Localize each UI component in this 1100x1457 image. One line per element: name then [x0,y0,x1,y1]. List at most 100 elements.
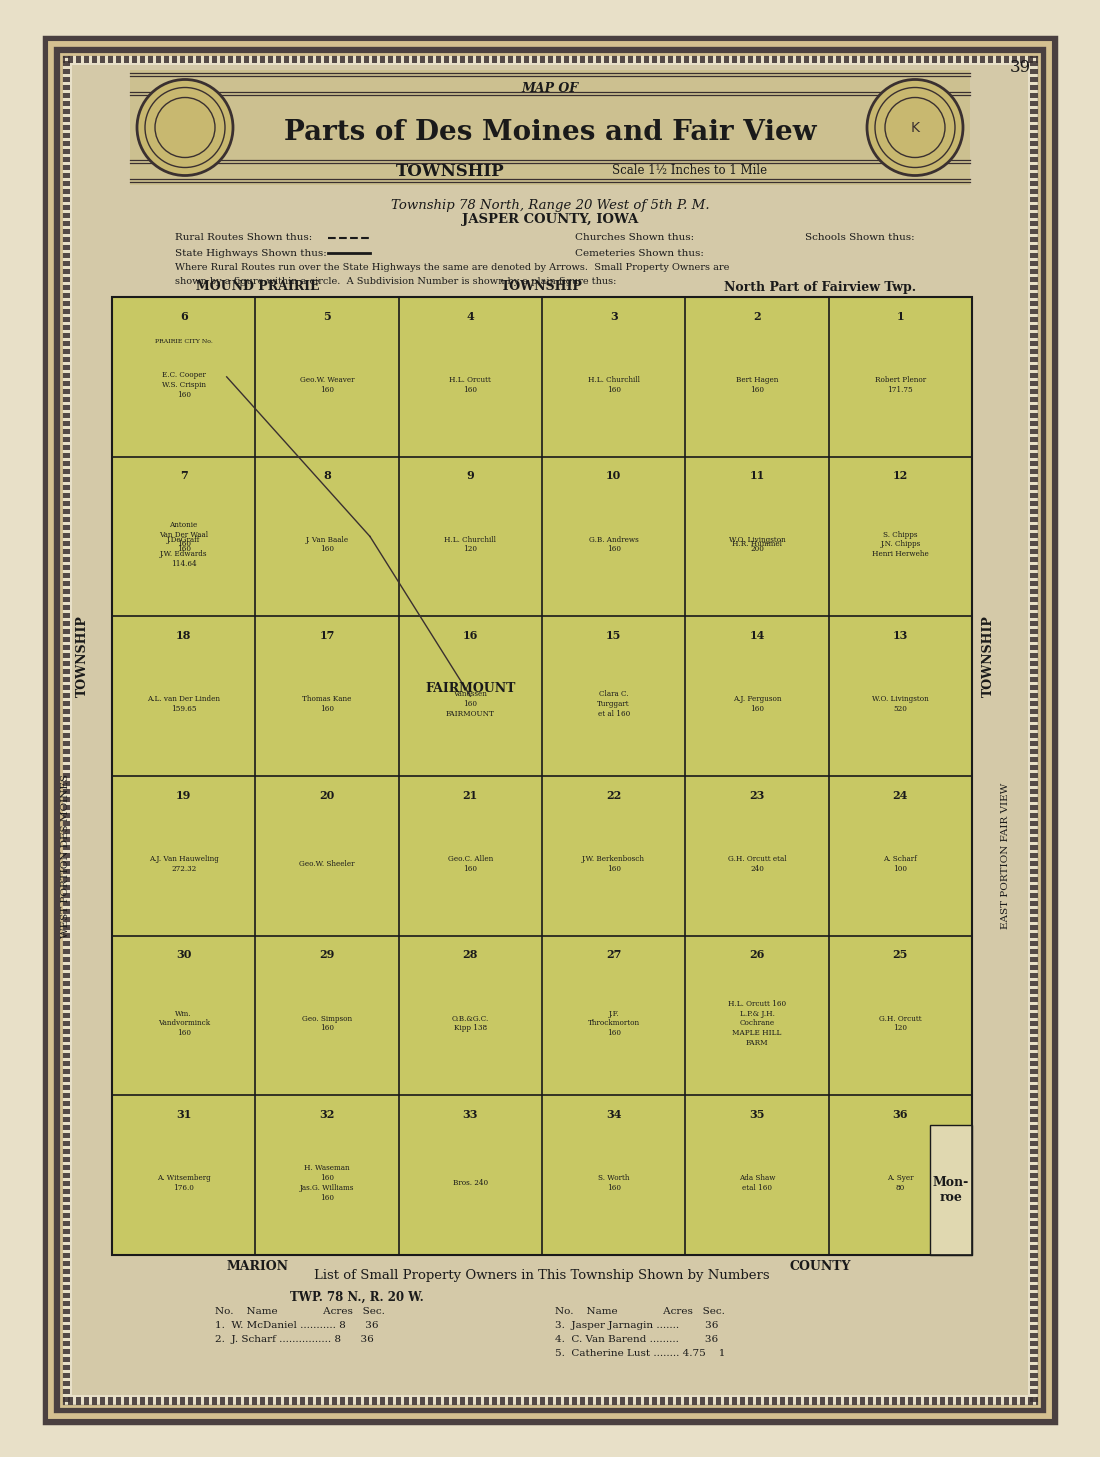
Bar [1030,829,1048,833]
Text: Geo.W. Sheeler: Geo.W. Sheeler [299,860,354,868]
Text: H.L. Churchill
120: H.L. Churchill 120 [444,536,496,554]
Bar [420,1397,425,1415]
Bar [52,694,70,698]
Text: 7: 7 [179,471,187,481]
Bar [308,1397,314,1415]
Bar [52,1093,70,1099]
Text: 3.  Jasper Jarnagin .......        36: 3. Jasper Jarnagin ....... 36 [556,1320,718,1329]
Bar [52,1397,57,1415]
Bar [228,1397,233,1415]
Bar [1030,1101,1048,1106]
Bar [52,1029,70,1034]
Bar [172,1397,177,1415]
Bar [52,1077,70,1083]
Bar [452,1397,456,1415]
Bar [1030,790,1048,794]
Bar [476,45,481,63]
Bar [1030,557,1048,562]
Bar [1030,1134,1048,1138]
Bar [1030,613,1048,618]
Bar [844,45,849,63]
Bar [188,45,192,63]
Text: WEST PORTION DES MOINES: WEST PORTION DES MOINES [60,774,69,938]
Bar [1030,813,1048,817]
Text: 34: 34 [606,1109,621,1120]
Bar [1030,189,1048,194]
Bar [484,1397,490,1415]
Bar [556,45,561,63]
Bar [52,645,70,650]
Text: 6: 6 [179,310,187,322]
Bar [1030,909,1048,914]
Bar [1030,900,1048,906]
Bar [52,396,70,402]
Bar [1030,941,1048,946]
Bar [684,1397,689,1415]
Bar [52,366,70,370]
Text: 12: 12 [893,471,907,481]
Text: J.F.
Throckmorton
160: J.F. Throckmorton 160 [587,1010,640,1037]
Bar [1030,517,1048,522]
Bar [52,245,70,251]
Bar [412,45,417,63]
Bar [52,701,70,707]
Bar [804,1397,808,1415]
Bar [1030,685,1048,691]
Bar [1030,957,1048,962]
Bar [52,286,70,290]
Text: 3: 3 [609,310,617,322]
Bar [58,51,1042,1409]
Bar [52,444,70,450]
Bar [300,1397,305,1415]
Bar [372,45,377,63]
Bar [932,45,937,63]
Bar [1030,1308,1048,1314]
Bar [116,1397,121,1415]
Bar [660,45,666,63]
Bar [1030,460,1048,466]
Bar [52,909,70,914]
Bar [1030,341,1048,345]
Bar [268,1397,273,1415]
Bar [1030,1085,1048,1090]
Bar [716,1397,720,1415]
Bar [1030,573,1048,578]
Bar [1030,1381,1048,1386]
Bar [1030,1093,1048,1099]
Bar [292,45,297,63]
Bar [900,45,905,63]
Bar [1030,836,1048,842]
Bar [444,1397,449,1415]
Bar [1030,1301,1048,1305]
Bar [1030,205,1048,210]
Bar [52,1340,70,1346]
Bar [1030,293,1048,299]
Text: List of Small Property Owners in This Township Shown by Numbers: List of Small Property Owners in This To… [315,1269,770,1282]
Bar [1030,541,1048,546]
Bar [700,45,705,63]
Bar [236,1397,241,1415]
Bar [52,949,70,954]
Bar [52,1173,70,1179]
Bar [52,52,70,58]
Bar [1030,444,1048,450]
Bar [916,45,921,63]
Bar [652,1397,657,1415]
Bar [1030,726,1048,730]
Bar [308,45,314,63]
Bar [52,254,70,258]
Text: No.    Name              Acres   Sec.: No. Name Acres Sec. [556,1307,725,1316]
Bar [364,1397,368,1415]
Bar [52,758,70,762]
Bar [1030,589,1048,594]
Bar [52,613,70,618]
Bar [52,836,70,842]
Bar [900,1397,905,1415]
Bar [140,45,145,63]
Bar [1030,1349,1048,1354]
Bar [436,45,441,63]
Bar [948,45,953,63]
Bar [52,205,70,210]
Bar [52,581,70,586]
Bar [52,710,70,714]
